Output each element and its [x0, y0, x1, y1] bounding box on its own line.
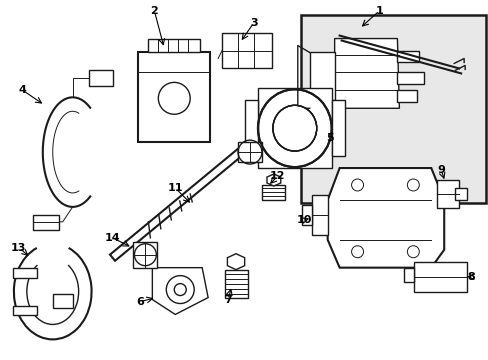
Polygon shape: [311, 195, 327, 235]
Text: 5: 5: [325, 133, 333, 143]
Bar: [300, 15, 485, 203]
Polygon shape: [222, 32, 271, 68]
Polygon shape: [227, 254, 244, 270]
Text: 14: 14: [104, 233, 120, 243]
Polygon shape: [327, 168, 443, 268]
Text: 3: 3: [250, 18, 257, 28]
Polygon shape: [397, 72, 424, 84]
Text: 2: 2: [150, 6, 158, 15]
Text: 8: 8: [467, 272, 474, 282]
Polygon shape: [33, 215, 59, 230]
Polygon shape: [88, 71, 112, 86]
Polygon shape: [436, 180, 458, 208]
Polygon shape: [13, 306, 37, 315]
Polygon shape: [404, 268, 413, 282]
Text: 13: 13: [11, 243, 26, 253]
Polygon shape: [258, 88, 331, 168]
Polygon shape: [238, 142, 262, 162]
Polygon shape: [53, 293, 73, 307]
Polygon shape: [397, 90, 416, 102]
Ellipse shape: [272, 105, 316, 151]
Text: 12: 12: [269, 171, 285, 181]
Text: 7: 7: [224, 294, 231, 305]
Text: 9: 9: [436, 165, 444, 175]
Text: 1: 1: [375, 6, 383, 15]
Polygon shape: [133, 242, 157, 268]
Text: 11: 11: [167, 183, 183, 193]
Polygon shape: [244, 100, 258, 156]
Polygon shape: [13, 268, 37, 278]
Polygon shape: [397, 50, 419, 62]
Text: 6: 6: [136, 297, 144, 306]
Polygon shape: [138, 53, 210, 142]
Polygon shape: [224, 270, 247, 298]
Polygon shape: [454, 188, 466, 200]
Text: 4: 4: [19, 85, 27, 95]
Text: 10: 10: [297, 215, 312, 225]
Polygon shape: [413, 262, 466, 292]
Polygon shape: [266, 174, 280, 186]
Polygon shape: [334, 39, 399, 108]
Polygon shape: [301, 205, 311, 225]
Polygon shape: [110, 145, 247, 261]
Polygon shape: [331, 100, 344, 156]
Circle shape: [174, 284, 186, 296]
Polygon shape: [309, 53, 334, 100]
Polygon shape: [148, 39, 200, 53]
Polygon shape: [152, 268, 208, 315]
Polygon shape: [262, 185, 285, 200]
